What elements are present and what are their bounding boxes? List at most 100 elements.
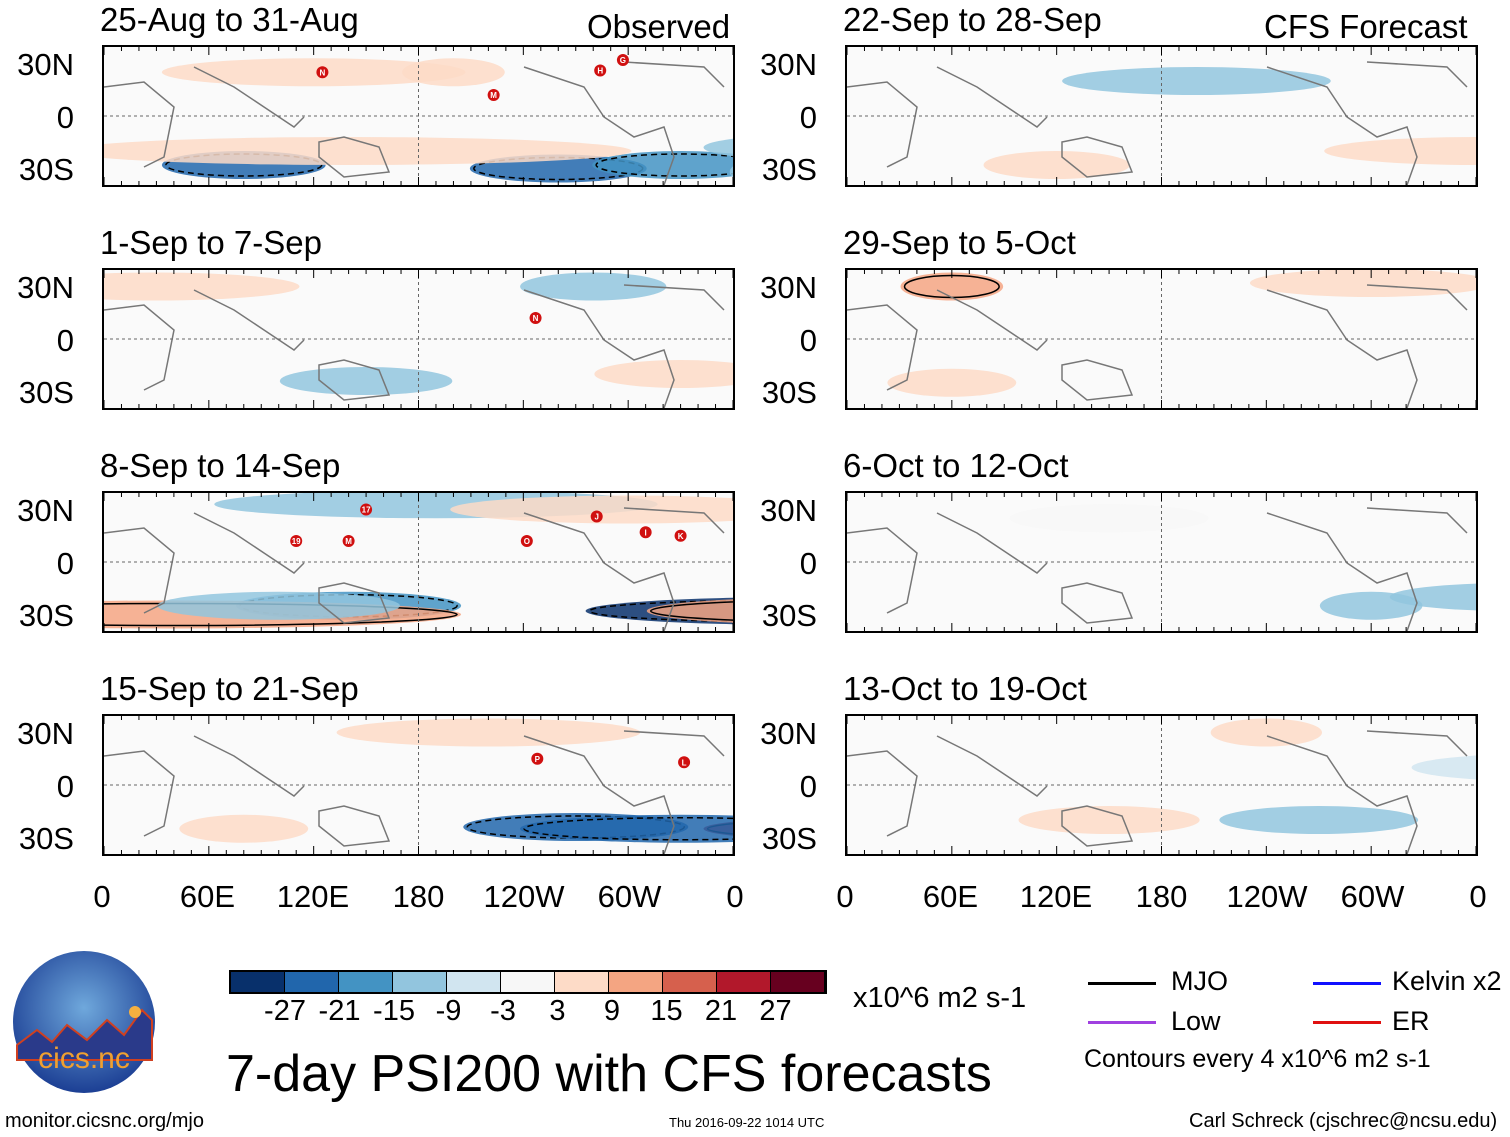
storm-label: K xyxy=(678,532,684,541)
lat-label: 30N xyxy=(760,716,817,751)
lon-label: 60W xyxy=(1340,879,1405,914)
map-panel xyxy=(845,45,1478,187)
low-line-icon xyxy=(1088,1021,1156,1024)
map-panel: 19 17 M O J I K xyxy=(102,491,735,633)
lat-label: 30S xyxy=(761,821,817,856)
mjo-contour xyxy=(523,817,733,841)
storm-label: 17 xyxy=(362,506,371,515)
colorbar-swatch xyxy=(393,972,447,992)
lat-label: 30S xyxy=(18,375,74,410)
lon-label: 120W xyxy=(483,879,565,914)
footer-timestamp: Thu 2016-09-22 1014 UTC xyxy=(669,1115,825,1130)
storm-label: L xyxy=(682,758,687,767)
tropical-cyclone-icon: M xyxy=(487,89,500,101)
colorbar-label: 21 xyxy=(704,995,738,1027)
storm-label: P xyxy=(535,755,541,764)
coastline xyxy=(847,507,1468,631)
anomaly-shading xyxy=(592,151,733,179)
lon-label: 0 xyxy=(93,879,111,914)
lat-label: 0 xyxy=(56,545,74,581)
mjo-contour xyxy=(650,601,733,621)
panel-title: 25-Aug to 31-Aug xyxy=(100,1,359,38)
colorbar-label: 3 xyxy=(549,995,566,1027)
coastline xyxy=(104,61,725,185)
logo-text: cics.nc xyxy=(38,1042,130,1075)
colorbar-label: -15 xyxy=(373,995,415,1027)
anomaly-shading xyxy=(1210,718,1323,747)
coastline xyxy=(847,61,1468,185)
panel-title: 22-Sep to 28-Sep xyxy=(843,1,1102,38)
tropical-cyclone-icon: 17 xyxy=(360,503,373,516)
anomaly-shading xyxy=(520,272,667,301)
footer-author[interactable]: Carl Schreck (cjschrec@ncsu.edu) xyxy=(1189,1110,1498,1132)
anomaly-shading xyxy=(520,814,733,843)
anomaly-shading xyxy=(161,58,466,87)
lon-label: 120E xyxy=(1019,879,1093,914)
legend-kelvin: Kelvin x2 xyxy=(1392,966,1502,996)
lat-label: 30S xyxy=(761,598,817,633)
tropical-cyclone-icon: 19 xyxy=(290,535,303,547)
lat-label: 30S xyxy=(18,152,74,187)
tropical-cyclone-icon: O xyxy=(520,535,533,547)
colorbar-label: -27 xyxy=(264,995,306,1027)
tropical-cyclone-icon: G xyxy=(616,54,629,66)
lat-label: 30N xyxy=(760,493,817,528)
storm-label: J xyxy=(594,513,598,522)
lat-label: 0 xyxy=(799,768,817,804)
colorbar-swatch xyxy=(501,972,555,992)
tropical-cyclone-icon: I xyxy=(639,526,652,539)
lon-label: 120E xyxy=(276,879,350,914)
lon-label: 120W xyxy=(1226,879,1308,914)
panel-title: 6-Oct to 12-Oct xyxy=(843,447,1069,484)
lon-label: 0 xyxy=(726,879,744,914)
storm-label: M xyxy=(345,537,352,546)
lat-label: 30S xyxy=(18,821,74,856)
panel-title: 8-Sep to 14-Sep xyxy=(100,447,341,484)
storm-label: O xyxy=(524,537,530,546)
footer-url[interactable]: monitor.cicsnc.org/mjo xyxy=(5,1110,204,1132)
coastline xyxy=(847,730,1468,854)
lat-label: 30N xyxy=(17,716,74,751)
tropical-cyclone-icon: P xyxy=(531,752,544,765)
kelvin-line-icon xyxy=(1313,982,1381,985)
contour-note: Contours every 4 x10^6 m2 s-1 xyxy=(1084,1045,1431,1073)
anomaly-shading xyxy=(900,272,1004,301)
cics-logo: cics.nc xyxy=(12,950,157,1095)
colorbar-swatch xyxy=(609,972,663,992)
legend-low: Low xyxy=(1171,1006,1221,1036)
lat-label: 30S xyxy=(761,152,817,187)
lon-label: 60E xyxy=(179,879,236,914)
tropical-cyclone-icon: J xyxy=(590,510,603,523)
lat-label: 30S xyxy=(761,375,817,410)
anomaly-shading xyxy=(104,137,632,165)
anomaly-shading xyxy=(1250,270,1476,297)
colorbar-swatch xyxy=(447,972,501,992)
lat-label: 30N xyxy=(760,47,817,82)
anomaly-shading xyxy=(1411,755,1476,780)
anomaly-shading xyxy=(594,360,733,388)
lon-label: 0 xyxy=(836,879,854,914)
lat-label: 30S xyxy=(18,598,74,633)
anomaly-shading xyxy=(104,272,300,301)
anomaly-shading xyxy=(983,151,1130,179)
coastline xyxy=(104,284,725,408)
map-panel xyxy=(845,491,1478,633)
anomaly-shading xyxy=(1009,504,1209,533)
storm-label: N xyxy=(533,314,539,323)
lat-label: 0 xyxy=(799,322,817,358)
lon-label: 180 xyxy=(392,879,445,914)
panel-title: 15-Sep to 21-Sep xyxy=(100,670,359,707)
colorbar-units: x10^6 m2 s-1 xyxy=(853,982,1027,1014)
tropical-cyclone-icon: L xyxy=(678,756,691,769)
storm-label: M xyxy=(490,91,497,100)
lat-label: 0 xyxy=(799,99,817,135)
lon-label: 60W xyxy=(597,879,662,914)
panel-title: 13-Oct to 19-Oct xyxy=(843,670,1087,707)
forecast-label: CFS Forecast xyxy=(1264,8,1468,45)
tropical-cyclone-icon: N xyxy=(529,312,542,324)
lat-label: 0 xyxy=(56,322,74,358)
legend-er: ER xyxy=(1392,1006,1430,1036)
panel-title: 1-Sep to 7-Sep xyxy=(100,224,322,261)
mjo-contour xyxy=(595,153,733,177)
lat-label: 30N xyxy=(760,270,817,305)
